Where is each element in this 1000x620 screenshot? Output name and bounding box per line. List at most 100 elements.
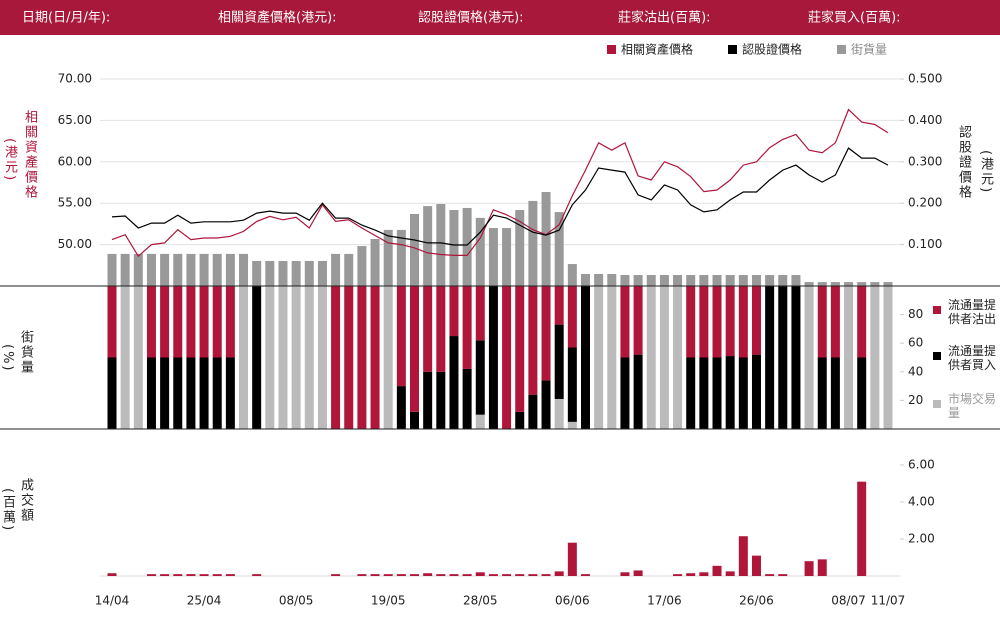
street-volume-bar [173, 253, 183, 286]
turnover-bar [212, 574, 222, 576]
legend-swatch [607, 45, 616, 54]
volume-share-bar [620, 357, 630, 429]
turnover-bar [423, 573, 433, 576]
volume-share-bar [423, 371, 433, 429]
street-volume-bar [765, 275, 775, 286]
header-label: 莊家買入(百萬): [808, 10, 901, 26]
volume-share-bar [383, 286, 393, 429]
volume-share-bar [620, 286, 630, 358]
y-tick-label: 50.00 [58, 237, 92, 251]
volume-share-bar [344, 286, 354, 429]
street-volume-bar [146, 253, 156, 286]
turnover-bar [173, 574, 183, 576]
turnover-bar [817, 559, 827, 576]
street-volume-bar [410, 213, 420, 286]
y-axis-title: 街貨量 [18, 330, 33, 375]
volume-share-bar [738, 286, 748, 358]
volume-share-bar [870, 286, 880, 429]
volume-share-bar [475, 340, 485, 415]
street-volume-bar [633, 275, 643, 286]
street-volume-bar [673, 275, 683, 286]
y2-axis-unit: (港元) [978, 150, 993, 195]
volume-share-bar [462, 368, 472, 429]
street-volume-bar [436, 204, 446, 286]
turnover-bar [462, 574, 472, 576]
turnover-bar [146, 574, 156, 576]
volume-share-bar [173, 286, 183, 358]
turnover-bar [751, 555, 761, 576]
street-volume-bar [291, 260, 301, 286]
volume-share-bar [410, 286, 420, 412]
volume-share-bar [133, 286, 143, 429]
turnover-bar [475, 572, 485, 576]
volume-share-bar [817, 286, 827, 358]
volume-share-bar [567, 286, 577, 348]
volume-share-bar [830, 357, 840, 429]
street-volume-bar [449, 210, 459, 286]
street-volume-bar [659, 275, 669, 286]
street-volume-bar [160, 253, 170, 286]
turnover-bar [778, 574, 788, 576]
volume-share-bar [528, 286, 538, 395]
turnover-bar [633, 570, 643, 576]
volume-share-bar [844, 286, 854, 429]
street-volume-bar [804, 282, 814, 286]
volume-share-bar [515, 411, 525, 429]
x-tick-label: 08/07 [831, 594, 866, 608]
x-tick-label: 26/06 [739, 594, 774, 608]
volume-share-bar [304, 286, 314, 429]
street-volume-bar [738, 275, 748, 286]
volume-share-bar [396, 286, 406, 387]
street-volume-bar [778, 275, 788, 286]
legend-swatch [933, 306, 941, 314]
turnover-bar [370, 574, 380, 576]
volume-share-bar [883, 286, 893, 429]
turnover-bar [410, 574, 420, 576]
turnover-bar [199, 574, 209, 576]
x-tick-label: 14/04 [95, 594, 130, 608]
volume-share-bar [396, 386, 406, 429]
turnover-bar [804, 561, 814, 576]
street-volume-bar [844, 282, 854, 286]
turnover-bar [488, 574, 498, 576]
turnover-bar [712, 565, 722, 576]
volume-share-bar [554, 286, 564, 325]
legend-label: 街貨量 [851, 42, 887, 57]
turnover-bar [554, 571, 564, 576]
volume-share-bar [725, 356, 735, 429]
turnover-bar [738, 536, 748, 576]
street-volume-bar [475, 217, 485, 286]
street-volume-bar [791, 275, 801, 286]
volume-share-bar [554, 324, 564, 399]
volume-share-bar [225, 286, 235, 358]
y2-tick-label: 0.200 [908, 196, 942, 210]
street-volume-bar [488, 228, 498, 286]
turnover-bar [857, 481, 867, 576]
volume-share-bar [528, 394, 538, 429]
volume-share-bar [449, 336, 459, 429]
volume-share-bar [475, 414, 485, 429]
turnover-bar [528, 574, 538, 576]
header-bar [0, 0, 1000, 35]
street-volume-bar [594, 273, 604, 286]
y-axis-unit: (百萬) [0, 488, 15, 533]
turnover-bar [357, 574, 367, 576]
turnover-bar [502, 574, 512, 576]
street-volume-bar [265, 260, 275, 286]
header-label: 日期(日/月/年): [22, 11, 110, 26]
y-axis-title: 成交額 [18, 478, 33, 523]
volume-share-bar [107, 286, 117, 358]
volume-share-bar [817, 357, 827, 429]
volume-share-bar [278, 286, 288, 429]
street-volume-bar [580, 273, 590, 286]
street-volume-bar [620, 275, 630, 286]
volume-share-bar [357, 286, 367, 429]
turnover-bar [383, 574, 393, 576]
legend-label: 相關資產價格 [621, 42, 693, 57]
street-volume-bar [186, 253, 196, 286]
volume-share-bar [751, 286, 761, 355]
street-volume-bar [502, 228, 512, 286]
y-tick-label: 6.00 [908, 458, 935, 472]
